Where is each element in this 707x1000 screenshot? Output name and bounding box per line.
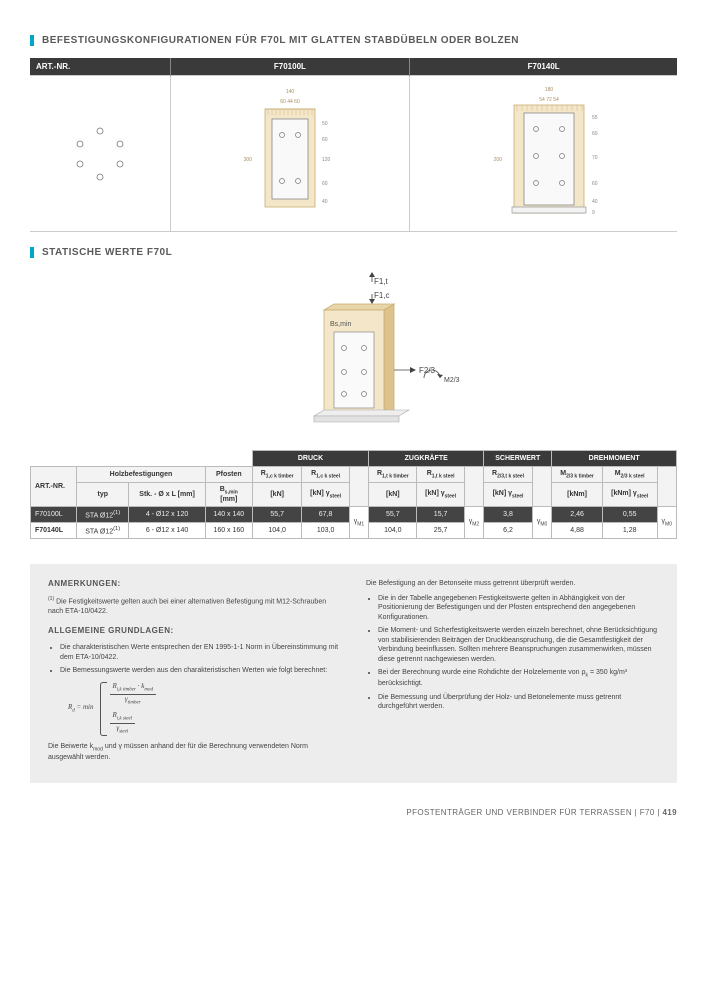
- svg-text:60: 60: [592, 131, 598, 137]
- stat-group-row: DRUCK ZUGKRÄFTE SCHERWERT DREHMOMENT: [31, 451, 677, 467]
- list-item: Die in der Tabelle angegebenen Festigkei…: [378, 594, 659, 622]
- notes-heading-2: ALLGEMEINE GRUNDLAGEN:: [48, 626, 341, 637]
- svg-text:50: 50: [322, 121, 328, 127]
- col-pfosten: Pfosten: [205, 467, 252, 483]
- force-diagram-svg: F1,t F1,c Bs,min F2/3 M2/3: [244, 270, 464, 440]
- svg-text:140: 140: [286, 89, 295, 95]
- force-diagram-wrap: F1,t F1,c Bs,min F2/3 M2/3: [30, 270, 677, 440]
- footer-text: PFOSTENTRÄGER UND VERBINDER FÜR TERRASSE…: [406, 808, 662, 817]
- col-r23: R2/3,t k steel: [484, 467, 533, 483]
- section-1-heading: BEFESTIGUNGSKONFIGURATIONEN FÜR F70L MIT…: [30, 35, 677, 46]
- svg-text:300: 300: [244, 157, 253, 163]
- sub-kn4: [kN] γsteel: [417, 483, 464, 506]
- dowel-pattern-svg: [55, 109, 145, 199]
- page-footer: PFOSTENTRÄGER UND VERBINDER FÜR TERRASSE…: [30, 808, 677, 817]
- note-r1: Die Befestigung an der Betonseite muss g…: [366, 579, 659, 588]
- drawing-f70140l: 180 54 72 54: [454, 81, 634, 226]
- accent-bar-2: [30, 247, 34, 258]
- notes-col-left: ANMERKUNGEN: (1) Die Festigkeitswerte ge…: [48, 579, 341, 767]
- col-r1ts: R1,t k steel: [417, 467, 464, 483]
- col-artnr: ART.-NR.: [31, 467, 77, 507]
- col-r1tt: R1,t k timber: [369, 467, 417, 483]
- list-item: Die Bemessungswerte werden aus den chara…: [60, 666, 341, 675]
- svg-text:70: 70: [592, 155, 598, 161]
- svg-text:Bs,min: Bs,min: [330, 321, 352, 328]
- sub-knm1: [kNm]: [552, 483, 603, 506]
- sub-bsmin: Bs,min[mm]: [205, 483, 252, 506]
- cell-pattern: [30, 76, 170, 232]
- svg-text:40: 40: [322, 199, 328, 205]
- cell-f70140l: 180 54 72 54: [410, 76, 677, 232]
- list-item: Die Bemessung und Überprüfung der Holz- …: [378, 693, 659, 712]
- svg-text:54 72 54: 54 72 54: [539, 97, 559, 103]
- basics-list: Die charakteristischen Werte entsprechen…: [60, 643, 341, 675]
- svg-text:M2/3: M2/3: [444, 377, 460, 384]
- note-1: (1) Die Festigkeitswerte gelten auch bei…: [48, 596, 341, 616]
- sub-kn5: [kN] γsteel: [484, 483, 533, 506]
- static-values-table: DRUCK ZUGKRÄFTE SCHERWERT DREHMOMENT ART…: [30, 450, 677, 539]
- group-zug: ZUGKRÄFTE: [369, 451, 484, 467]
- svg-text:60: 60: [322, 137, 328, 143]
- group-druck: DRUCK: [252, 451, 368, 467]
- list-item: Bei der Berechnung wurde eine Rohdichte …: [378, 668, 659, 689]
- group-dreh: DREHMOMENT: [552, 451, 677, 467]
- section-2-title: STATISCHE WERTE F70L: [42, 247, 172, 258]
- sub-stk: Stk. - Ø x L [mm]: [129, 483, 205, 506]
- svg-text:180: 180: [544, 87, 553, 93]
- sub-kn3: [kN]: [369, 483, 417, 506]
- stat-header-row: ART.-NR. Holzbefestigungen Pfosten R1,c …: [31, 467, 677, 483]
- svg-text:60: 60: [322, 181, 328, 187]
- formula: Rd = min Ri,k timber · kmod γtimber Ri,k…: [68, 682, 341, 737]
- col-m23t: M2/3 k timber: [552, 467, 603, 483]
- right-list: Die in der Tabelle angegebenen Festigkei…: [378, 594, 659, 712]
- table-row: F70100L STA Ø12(1) 4 - Ø12 x 120 140 x 1…: [31, 506, 677, 522]
- svg-text:9: 9: [592, 210, 595, 216]
- svg-text:120: 120: [322, 157, 331, 163]
- svg-text:F1,c: F1,c: [374, 291, 390, 300]
- accent-bar: [30, 35, 34, 46]
- col-artnr: ART.-NR.: [30, 58, 170, 76]
- sub-kn1: [kN]: [252, 483, 302, 506]
- sub-knm2: [kNm] γsteel: [602, 483, 657, 506]
- col-f70100l: F70100L: [170, 58, 410, 76]
- svg-text:55: 55: [592, 115, 598, 121]
- list-item: Die Moment- und Scherfestigkeitswerte we…: [378, 626, 659, 664]
- col-f70140l: F70140L: [410, 58, 677, 76]
- sub-typ: typ: [77, 483, 129, 506]
- drawing-f70100l: 140 60 44 60: [210, 81, 370, 226]
- svg-text:40: 40: [592, 199, 598, 205]
- beiwerte-text: Die Beiwerte kmod und γ müssen anhand de…: [48, 742, 341, 763]
- page-number: 419: [662, 808, 677, 817]
- col-m23s: M2/3 k steel: [602, 467, 657, 483]
- svg-text:60 44 60: 60 44 60: [280, 99, 300, 105]
- group-scher: SCHERWERT: [484, 451, 552, 467]
- config-body-row: 140 60 44 60: [30, 76, 677, 232]
- sub-kn2: [kN] γsteel: [302, 483, 349, 506]
- svg-text:200: 200: [493, 157, 502, 163]
- section-1-title: BEFESTIGUNGSKONFIGURATIONEN FÜR F70L MIT…: [42, 35, 519, 46]
- notes-heading-1: ANMERKUNGEN:: [48, 579, 341, 590]
- svg-text:F2/3: F2/3: [419, 366, 436, 375]
- list-item: Die charakteristischen Werte entsprechen…: [60, 643, 341, 662]
- notes-col-right: Die Befestigung an der Betonseite muss g…: [366, 579, 659, 767]
- cell-f70100l: 140 60 44 60: [170, 76, 410, 232]
- section-2-heading: STATISCHE WERTE F70L: [30, 247, 677, 258]
- notes-box: ANMERKUNGEN: (1) Die Festigkeitswerte ge…: [30, 564, 677, 782]
- config-table: ART.-NR. F70100L F70140L 140 60 44 60: [30, 58, 677, 232]
- config-header-row: ART.-NR. F70100L F70140L: [30, 58, 677, 76]
- col-r1cs: R1,c k steel: [302, 467, 349, 483]
- svg-text:F1,t: F1,t: [374, 277, 389, 286]
- col-holz: Holzbefestigungen: [77, 467, 206, 483]
- col-r1ct: R1,c k timber: [252, 467, 302, 483]
- svg-text:60: 60: [592, 181, 598, 187]
